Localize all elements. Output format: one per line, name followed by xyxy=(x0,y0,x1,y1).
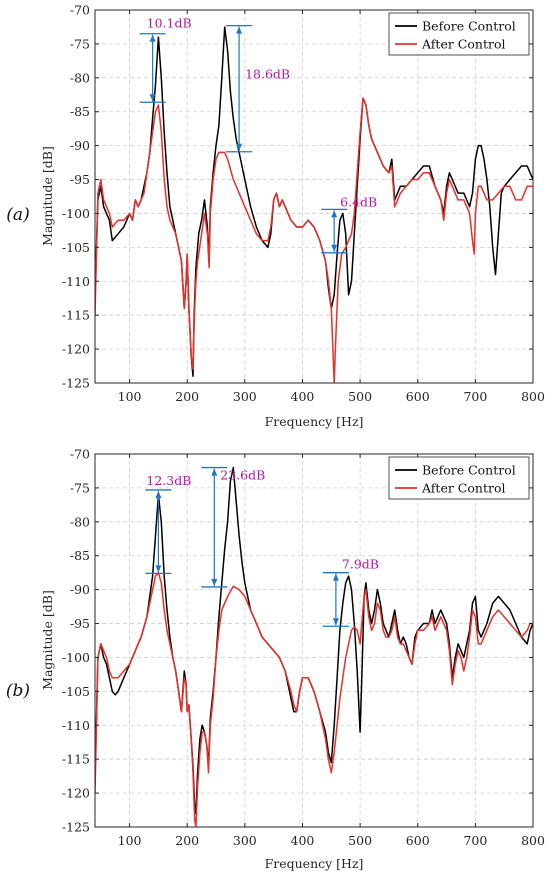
annotation-label: 7.9dB xyxy=(342,557,379,572)
annotation-arrowhead-down xyxy=(332,618,339,626)
annotation-arrowhead-down xyxy=(155,565,162,573)
annotation-arrowhead-up xyxy=(236,26,243,34)
y-tick-label: -105 xyxy=(62,684,90,699)
y-tick-label: -70 xyxy=(70,3,90,18)
axes-frame xyxy=(94,453,534,828)
annotation-arrowhead-up xyxy=(155,490,162,498)
y-tick-label: -115 xyxy=(62,308,90,323)
annotation-arrowhead-down xyxy=(236,143,243,151)
panel-label: (a) xyxy=(6,205,29,225)
y-tick-label: -110 xyxy=(62,274,90,289)
legend-box xyxy=(388,456,530,500)
y-tick-label: -120 xyxy=(62,786,90,801)
y-tick-label: -70 xyxy=(70,447,90,462)
x-tick-label: 700 xyxy=(463,833,487,848)
annotation-2: 7.9dB xyxy=(322,557,379,627)
y-tick-label: -120 xyxy=(62,342,90,357)
legend-label-before-control: Before Control xyxy=(422,19,516,34)
y-tick-label: -125 xyxy=(62,820,90,835)
annotation-arrowhead-up xyxy=(331,210,338,218)
y-tick-label: -85 xyxy=(70,548,90,563)
x-tick-label: 600 xyxy=(406,833,430,848)
x-tick-label: 500 xyxy=(348,833,372,848)
y-tick-label: -105 xyxy=(62,240,90,255)
chart-panel-b: 100 200 300 400 500 600 700 800 -70 -75 -80 -85 -90 -… xyxy=(6,447,545,872)
x-axis-label: Frequency [Hz] xyxy=(265,856,364,871)
annotation-0: 12.3dB xyxy=(145,473,191,575)
annotation-0: 10.1dB xyxy=(139,16,192,103)
y-tick-label: -100 xyxy=(62,206,90,221)
annotation-arrowhead-up xyxy=(149,34,156,42)
legend: Before Control After Control xyxy=(388,456,530,500)
y-tick-label: -80 xyxy=(70,70,90,85)
x-tick-label: 100 xyxy=(118,833,142,848)
x-tick-label: 800 xyxy=(521,389,545,404)
series-line-after-control xyxy=(95,571,533,827)
legend-label-before-control: Before Control xyxy=(422,463,516,478)
x-tick-label: 200 xyxy=(175,833,199,848)
annotation-label: 10.1dB xyxy=(147,16,192,31)
annotation-arrowhead-up xyxy=(332,573,339,581)
y-tick-label: -100 xyxy=(62,650,90,665)
x-axis-label: Frequency [Hz] xyxy=(265,414,364,429)
y-tick-label: -75 xyxy=(70,480,90,495)
x-tick-label: 200 xyxy=(175,389,199,404)
annotation-arrowhead-up xyxy=(211,468,218,476)
y-tick-label: -85 xyxy=(70,104,90,119)
annotation-arrowhead-down xyxy=(211,578,218,586)
x-tick-label: 300 xyxy=(233,833,257,848)
y-tick-label: -75 xyxy=(70,36,90,51)
y-tick-label: -115 xyxy=(62,752,90,767)
x-tick-label: 100 xyxy=(118,389,142,404)
series-line-after-control xyxy=(95,97,533,383)
panel-label: (b) xyxy=(6,681,30,701)
annotation-label: 18.6dB xyxy=(245,67,290,82)
annotation-1: 23.6dB xyxy=(201,466,265,588)
x-tick-label: 400 xyxy=(291,833,315,848)
x-tick-label: 700 xyxy=(463,389,487,404)
y-tick-label: -95 xyxy=(70,172,90,187)
y-tick-label: -110 xyxy=(62,718,90,733)
chart-panel-a: 100 200 300 400 500 600 700 800 -70 -75 -80 -85 -90 -… xyxy=(6,3,545,430)
y-tick-label: -90 xyxy=(70,582,90,597)
annotation-arrowhead-down xyxy=(149,94,156,102)
plot-area xyxy=(95,10,533,383)
annotation-arrowhead-down xyxy=(331,244,338,252)
y-tick-label: -95 xyxy=(70,616,90,631)
plot-area xyxy=(95,454,533,827)
x-tick-label: 500 xyxy=(348,389,372,404)
annotation-label: 23.6dB xyxy=(220,468,265,483)
y-tick-label: -80 xyxy=(70,514,90,529)
y-tick-label: -90 xyxy=(70,138,90,153)
annotation-2: 6.4dB xyxy=(321,194,377,254)
annotation-label: 12.3dB xyxy=(146,473,191,488)
annotation-label: 6.4dB xyxy=(340,194,377,209)
legend-label-after-control: After Control xyxy=(421,37,505,52)
axes-frame xyxy=(94,9,534,384)
y-axis-label: Magnitude [dB] xyxy=(40,590,55,690)
x-tick-label: 300 xyxy=(233,389,257,404)
y-axis-label: Magnitude [dB] xyxy=(40,146,55,246)
x-tick-label: 800 xyxy=(521,833,545,848)
x-tick-label: 600 xyxy=(406,389,430,404)
x-tick-label: 400 xyxy=(291,389,315,404)
annotation-1: 18.6dB xyxy=(226,24,290,153)
legend: Before Control After Control xyxy=(388,12,530,56)
y-tick-label: -125 xyxy=(62,376,90,391)
legend-box xyxy=(388,12,530,56)
legend-label-after-control: After Control xyxy=(421,481,505,496)
